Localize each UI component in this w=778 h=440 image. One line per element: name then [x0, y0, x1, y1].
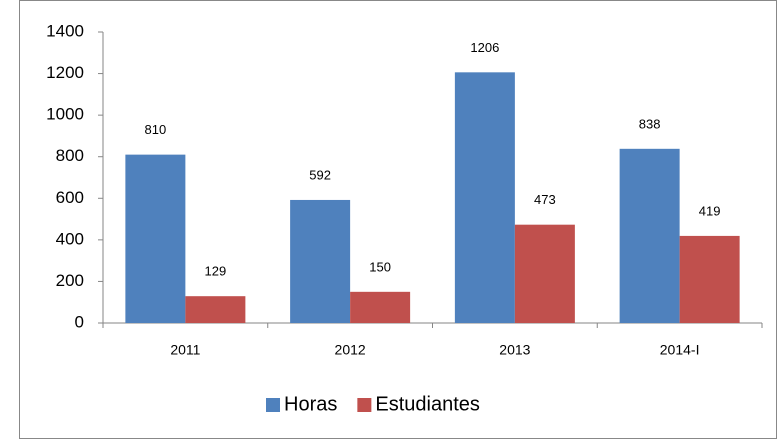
y-tick-label: 400 [56, 229, 84, 248]
bar [290, 199, 351, 323]
data-label: 838 [639, 116, 661, 131]
legend-swatch [266, 398, 280, 412]
x-tick-label: 2012 [335, 342, 366, 358]
data-label: 592 [309, 167, 331, 182]
x-tick-label: 2013 [499, 342, 530, 358]
data-label: 810 [145, 122, 167, 137]
y-tick-label: 0 [75, 312, 84, 331]
x-tick-label: 2014-I [660, 342, 700, 358]
legend-label: Estudiantes [375, 393, 480, 415]
bar [185, 296, 246, 323]
bar [679, 235, 740, 323]
y-tick-label: 1000 [46, 105, 84, 124]
data-label: 129 [205, 264, 227, 279]
x-tick-label: 2011 [170, 342, 200, 358]
data-label: 419 [699, 203, 721, 218]
y-tick-label: 600 [56, 188, 84, 207]
data-label: 150 [369, 259, 391, 274]
bar [350, 291, 411, 323]
data-label: 473 [534, 192, 556, 207]
y-tick-label: 200 [56, 271, 84, 290]
bar [125, 154, 186, 323]
data-label: 1206 [470, 40, 499, 55]
y-tick-label: 800 [56, 146, 84, 165]
y-tick-label: 1200 [46, 63, 84, 82]
bar [514, 224, 575, 323]
bar [619, 148, 680, 323]
y-tick-label: 1400 [46, 21, 84, 40]
bar [454, 72, 515, 324]
legend-label: Horas [284, 393, 337, 415]
legend-swatch [357, 398, 372, 412]
